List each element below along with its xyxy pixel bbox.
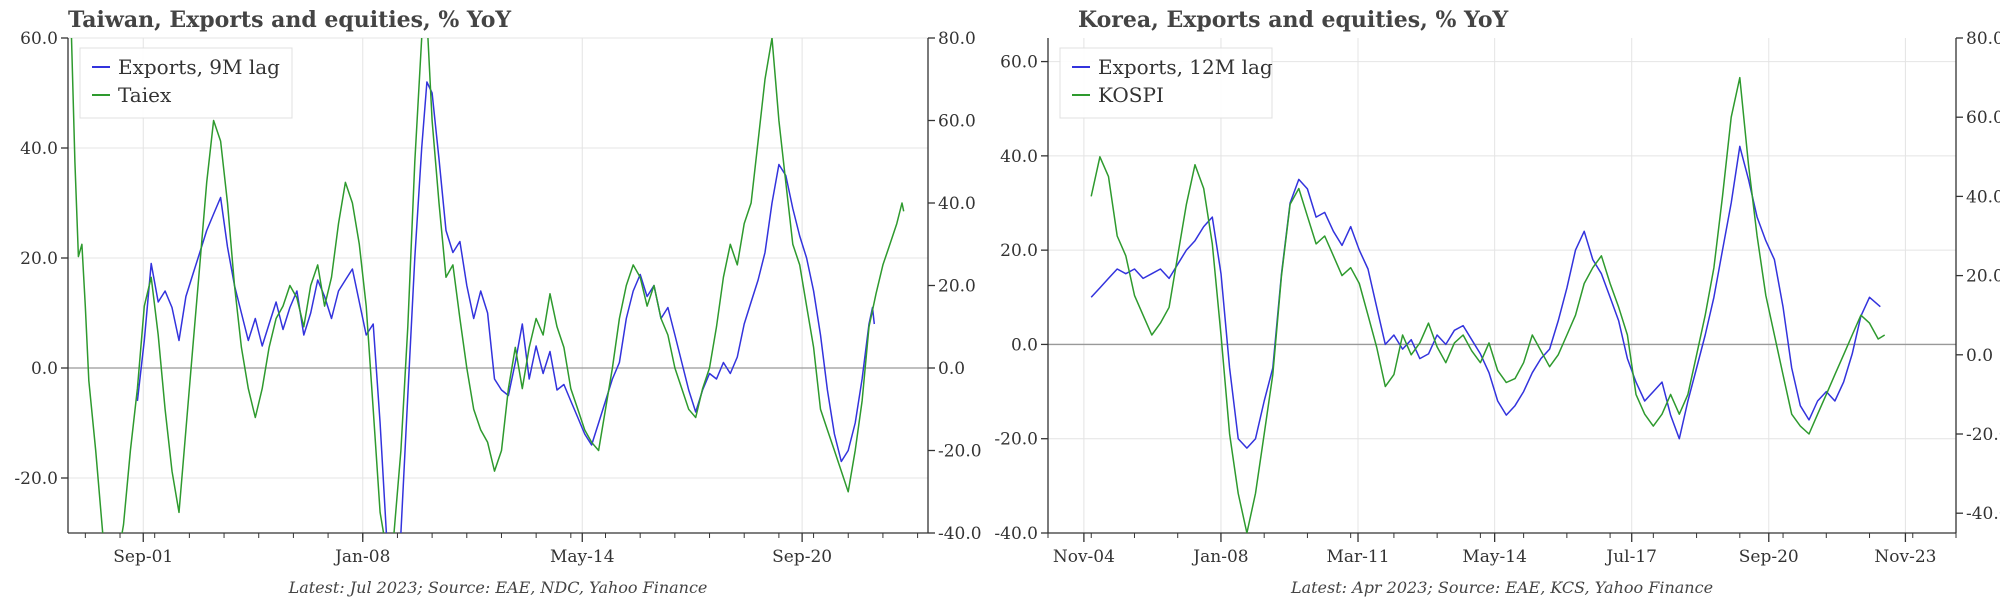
legend-box (79, 47, 293, 119)
source-note: Latest: Jul 2023; Source: EAE, NDC, Yaho… (288, 578, 708, 597)
y-right-tick-label: -20.0 (938, 442, 982, 462)
y-right-tick-label: 80.0 (1966, 29, 2000, 49)
y-right-tick-label: 80.0 (938, 29, 976, 49)
x-tick-label: Sep-20 (772, 547, 832, 567)
y-left-tick-label: -20.0 (994, 430, 1038, 450)
y-right-tick-label: -40.0 (1966, 504, 2000, 524)
chart-title: Korea, Exports and equities, % YoY (1078, 7, 1508, 33)
y-right-tick-label: -20.0 (1966, 425, 2000, 445)
legend-entry: Exports, 12M lag (1098, 55, 1273, 79)
x-tick-label: Nov-04 (1053, 547, 1115, 567)
x-tick-label: Sep-20 (1739, 547, 1799, 567)
y-left-tick-label: 60.0 (1000, 53, 1038, 73)
series-line-2 (1090, 76, 1886, 533)
y-left-tick-label: 60.0 (20, 29, 58, 49)
x-tick-label: Sep-01 (113, 547, 173, 567)
legend-box (1059, 47, 1273, 119)
y-left-tick-label: 20.0 (1000, 241, 1038, 261)
x-tick-label: May-14 (1462, 547, 1527, 567)
x-tick-label: Jul-17 (1604, 547, 1657, 567)
y-left-tick-label: 40.0 (20, 139, 58, 159)
y-left-tick-label: -20.0 (14, 469, 58, 489)
y-right-tick-label: 40.0 (938, 194, 976, 214)
x-tick-label: May-14 (550, 547, 615, 567)
y-left-tick-label: -40.0 (994, 524, 1038, 544)
y-right-tick-label: 40.0 (1966, 187, 2000, 207)
chart-1: Sep-01 Jan-08 May-14 Sep-20 -20.0 0.0 20.0 40.0… (14, 7, 982, 597)
y-right-tick-label: 60.0 (938, 112, 976, 132)
y-right-tick-label: 60.0 (1966, 108, 2000, 128)
x-tick-label: Mar-11 (1326, 547, 1389, 567)
source-note: Latest: Apr 2023; Source: EAE, KCS, Yaho… (1290, 578, 1713, 597)
y-left-tick-label: 40.0 (1000, 147, 1038, 167)
y-right-tick-label: 0.0 (938, 359, 965, 379)
x-tick-label: Jan-08 (333, 547, 390, 567)
y-right-tick-label: 0.0 (1966, 346, 1993, 366)
series-line-1 (136, 81, 876, 533)
x-tick-label: Nov-23 (1874, 547, 1936, 567)
legend-entry: Exports, 9M lag (118, 55, 280, 79)
legend-entry: Taiex (118, 83, 172, 107)
y-left-tick-label: 20.0 (20, 249, 58, 269)
legend-entry: KOSPI (1098, 83, 1164, 107)
chart-title: Taiwan, Exports and equities, % YoY (68, 7, 511, 33)
x-tick-label: Jan-08 (1191, 547, 1248, 567)
chart-2: Nov-04 Jan-08 Mar-11 May-14 Jul-17 Sep-20 Nov-… (994, 7, 2000, 597)
y-right-tick-label: 20.0 (938, 277, 976, 297)
series-group (70, 38, 905, 533)
y-right-tick-label: -40.0 (938, 524, 982, 544)
y-left-tick-label: 0.0 (31, 359, 58, 379)
series-group (1090, 76, 1886, 533)
series-line-2 (70, 38, 905, 533)
series-line-1 (1090, 145, 1881, 449)
y-left-tick-label: 0.0 (1011, 335, 1038, 355)
y-right-tick-label: 20.0 (1966, 267, 2000, 287)
